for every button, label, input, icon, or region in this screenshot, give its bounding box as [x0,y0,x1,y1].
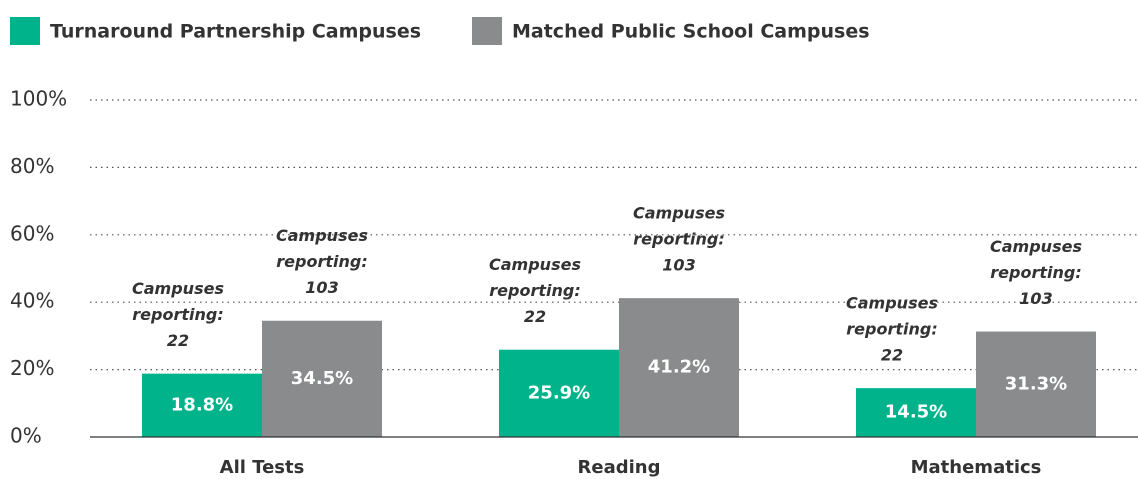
x-tick-label: Mathematics [911,457,1042,478]
y-tick-label: 0% [10,424,42,448]
bar [499,349,619,437]
bar [619,298,739,437]
legend-label: Turnaround Partnership Campuses [50,21,421,43]
value-label: 31.3% [1005,373,1067,394]
y-tick-label: 20% [10,356,54,380]
y-tick-label: 40% [10,289,54,313]
annotation: Campuses [132,279,224,298]
bar [856,388,976,437]
annotation: Campuses [846,294,938,313]
annotation: 103 [1019,289,1052,308]
annotation: 22 [881,346,903,365]
annotation: reporting: [846,320,937,339]
annotation: Campuses [633,204,725,223]
y-tick-label: 80% [10,154,54,178]
value-label: 18.8% [171,394,233,415]
annotation: reporting: [276,252,367,271]
annotation: reporting: [990,263,1081,282]
annotation: reporting: [633,230,724,249]
y-tick-label: 100% [10,87,67,111]
bar [142,373,262,437]
annotation: 103 [662,256,695,275]
value-label: 14.5% [885,402,947,423]
legend-swatch [10,17,40,45]
value-label: 25.9% [528,382,590,403]
value-label: 34.5% [291,368,353,389]
annotation: Campuses [489,255,581,274]
annotation: reporting: [489,281,580,300]
y-tick-label: 60% [10,221,54,245]
annotation: reporting: [132,305,223,324]
annotation: 22 [167,331,189,350]
annotation: Campuses [276,226,368,245]
legend-label: Matched Public School Campuses [512,21,870,43]
x-tick-label: All Tests [220,457,305,478]
value-label: 41.2% [648,357,710,378]
bar [976,331,1096,437]
annotation: Campuses [990,237,1082,256]
bar [262,320,382,437]
annotation: 22 [524,307,546,326]
legend-swatch [472,17,502,45]
x-tick-label: Reading [578,457,661,478]
annotation: 103 [305,278,338,297]
